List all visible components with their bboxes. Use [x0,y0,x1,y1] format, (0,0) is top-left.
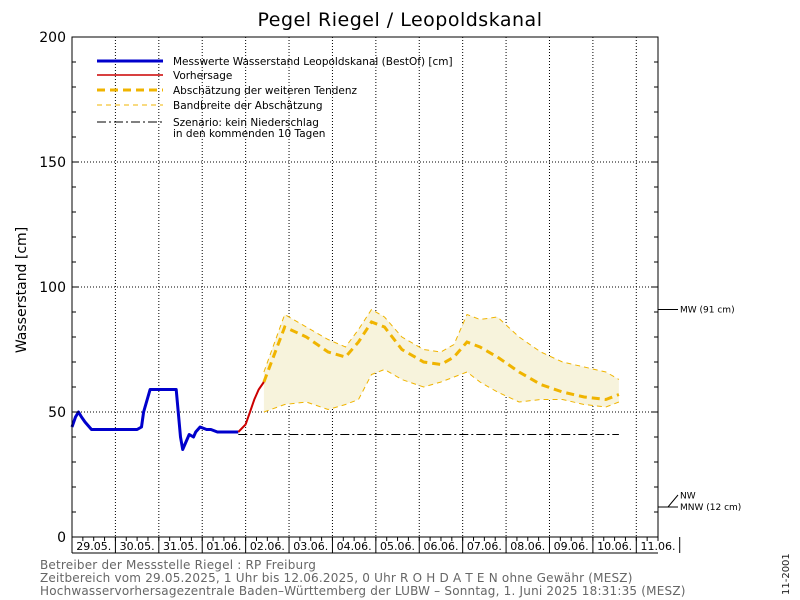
trend-line [262,320,620,402]
band-lower-line [263,368,620,413]
x-tick-label: 31.05. [163,540,198,553]
mnw-label: MNW (12 cm) [680,503,741,513]
x-tick-label: 02.06. [250,540,285,553]
footer-provider: Hochwasservorhersagezentrale Baden–Württ… [40,584,686,598]
footer-operator: Betreiber der Messstelle Riegel : RP Fre… [40,558,317,572]
measured-line [70,388,239,451]
footer-time-range: Zeitbereich vom 29.05.2025, 1 Uhr bis 12… [40,571,633,585]
legend-label-scenario: Szenario: kein Niederschlag [173,117,319,129]
x-tick-label: 10.06. [597,540,632,553]
axis-layer: 29.05. 30.05. 31.05. 01.06. 02.06. 03.06. 04.0… [39,30,681,554]
x-tick-label: 07.06. [467,540,502,553]
x-tick-label: 30.05. [120,540,155,553]
nw-bracket [658,494,679,508]
legend-label-forecast: Vorhersage [173,70,232,82]
y-tick-label: 150 [39,155,66,171]
x-tick-label: 08.06. [510,540,545,553]
legend-label-band: Bandbreite der Abschätzung [173,100,323,112]
grid-lines [72,37,658,537]
forecast-line [237,381,265,433]
legend-label-measured: Messwerte Wasserstand Leopoldskanal (Bes… [173,56,453,68]
x-tick-label: 11.06. [641,540,676,553]
side-code: 11-2001 [781,553,792,595]
chart-title: Pegel Riegel / Leopoldskanal [258,9,543,31]
y-tick-label: 100 [39,280,66,296]
x-tick-label: 06.06. [423,540,458,553]
mw-label: MW (91 cm) [680,306,735,316]
y-tick-label: 200 [39,30,66,46]
band-fill [263,309,619,412]
x-tick-label: 09.06. [554,540,589,553]
x-tick-label: 04.06. [337,540,372,553]
x-tick-label: 01.06. [206,540,241,553]
y-tick-label: 0 [57,530,66,546]
y-axis-label: Wasserstand [cm] [14,227,30,353]
legend-label-scenario-line2: in den kommenden 10 Tagen [173,128,325,140]
x-tick-label: 05.06. [380,540,415,553]
band-upper-line [263,308,620,380]
series-layer [70,308,620,451]
legend: Messwerte Wasserstand Leopoldskanal (Bes… [97,56,453,140]
y-tick-label: 50 [48,405,66,421]
legend-label-trend: Abschätzung der weiteren Tendenz [173,85,358,97]
nw-label: NW [680,492,696,502]
x-tick-label: 03.06. [293,540,328,553]
x-tick-label: 29.05. [76,540,111,553]
